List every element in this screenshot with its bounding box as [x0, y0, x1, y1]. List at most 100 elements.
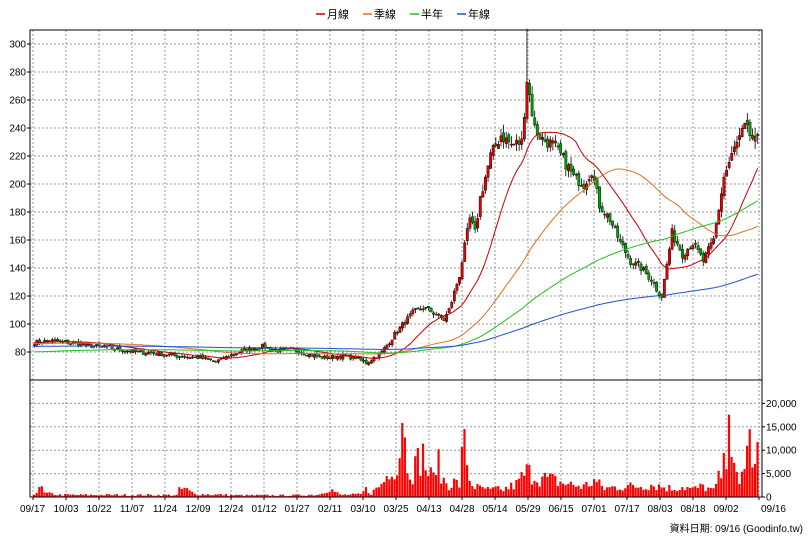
down-candle — [611, 220, 614, 226]
date-tick-label: 03/25 — [383, 504, 408, 515]
volume-bar — [121, 495, 124, 497]
volume-bar — [103, 495, 106, 497]
down-candle — [315, 353, 319, 357]
volume-bar — [45, 492, 49, 497]
volume-bar — [712, 488, 715, 497]
down-candle — [193, 356, 197, 358]
volume-bar — [250, 494, 253, 497]
up-candle — [157, 351, 161, 356]
down-candle — [159, 352, 163, 356]
volume-bar — [380, 483, 383, 497]
date-tick-label: 07/17 — [614, 504, 639, 515]
down-candle — [403, 322, 407, 325]
volume-bar — [471, 486, 474, 497]
up-candle — [372, 357, 376, 362]
volume-bar — [756, 442, 759, 497]
volume-bar — [512, 489, 515, 497]
price-tick-label: 180 — [9, 208, 26, 219]
down-candle — [149, 351, 153, 354]
volume-bar — [276, 495, 279, 497]
volume-bar — [261, 494, 264, 497]
volume-bar — [548, 473, 552, 497]
volume-bar — [447, 490, 451, 497]
down-candle — [577, 173, 581, 186]
down-candle — [364, 359, 368, 365]
down-candle — [621, 241, 625, 246]
up-candle — [408, 313, 412, 317]
volume-bar — [473, 489, 476, 497]
up-candle — [191, 356, 194, 359]
volume-bar — [294, 494, 298, 497]
up-candle — [445, 313, 448, 322]
up-candle — [341, 354, 345, 360]
up-candle — [567, 164, 570, 172]
volume-bar — [624, 488, 627, 497]
volume-bar — [258, 494, 261, 497]
down-candle — [45, 340, 49, 342]
volume-bar — [743, 468, 746, 497]
volume-bar — [660, 487, 663, 497]
up-candle — [385, 344, 389, 349]
down-candle — [569, 163, 573, 172]
volume-bar — [650, 484, 653, 497]
volume-bar — [517, 478, 521, 497]
down-candle — [416, 307, 420, 310]
legend-label: 半年 — [421, 7, 443, 21]
volume-bar — [748, 429, 751, 497]
down-candle — [442, 318, 446, 321]
volume-bar — [453, 478, 456, 497]
up-candle — [170, 353, 174, 355]
up-candle — [541, 136, 544, 140]
volume-bar — [735, 471, 738, 497]
price-tick-label: 300 — [9, 40, 26, 51]
volume-bar — [476, 483, 479, 497]
volume-bar — [468, 480, 471, 497]
down-candle — [598, 186, 601, 209]
up-candle — [450, 302, 454, 308]
volume-bar — [255, 494, 259, 497]
down-candle — [644, 266, 648, 274]
legend-item-year: 年線 — [457, 7, 490, 21]
volume-bar — [598, 479, 601, 497]
volume-bar — [173, 495, 176, 497]
volume-bar — [115, 494, 119, 497]
volume-bar — [709, 487, 712, 497]
up-candle — [512, 143, 516, 146]
volume-bar — [48, 492, 51, 497]
volume-bar — [497, 486, 500, 497]
up-candle — [419, 308, 423, 311]
volume-bar — [504, 486, 508, 497]
volume-bar — [97, 495, 101, 497]
date-tick-label: 04/13 — [416, 504, 441, 515]
volume-bar — [683, 490, 686, 497]
volume-bar — [84, 494, 88, 497]
volume-bar — [538, 486, 541, 497]
down-candle — [209, 358, 213, 361]
volume-bar — [437, 449, 440, 497]
volume-bar — [725, 469, 728, 497]
volume-bar — [427, 476, 430, 497]
volume-bar — [328, 492, 331, 497]
down-candle — [694, 243, 697, 245]
volume-bar — [183, 487, 186, 497]
up-candle — [406, 316, 410, 324]
volume-bar — [292, 494, 295, 497]
price-tick-label: 120 — [9, 292, 26, 303]
up-candle — [722, 176, 726, 197]
volume-bar — [751, 467, 754, 497]
volume-bar — [105, 494, 108, 497]
volume-bar — [126, 495, 129, 497]
volume-bar — [429, 467, 432, 497]
price-tick-label: 200 — [9, 180, 26, 191]
up-candle — [229, 354, 233, 357]
up-candle — [561, 152, 565, 156]
down-candle — [118, 346, 122, 351]
up-candle — [720, 193, 723, 212]
volume-bar — [336, 492, 339, 497]
legend-label: 季線 — [374, 7, 396, 21]
volume-bar — [217, 494, 220, 497]
down-candle — [432, 312, 435, 315]
down-candle — [756, 133, 760, 137]
up-candle — [144, 353, 148, 356]
volume-bar — [481, 487, 484, 497]
